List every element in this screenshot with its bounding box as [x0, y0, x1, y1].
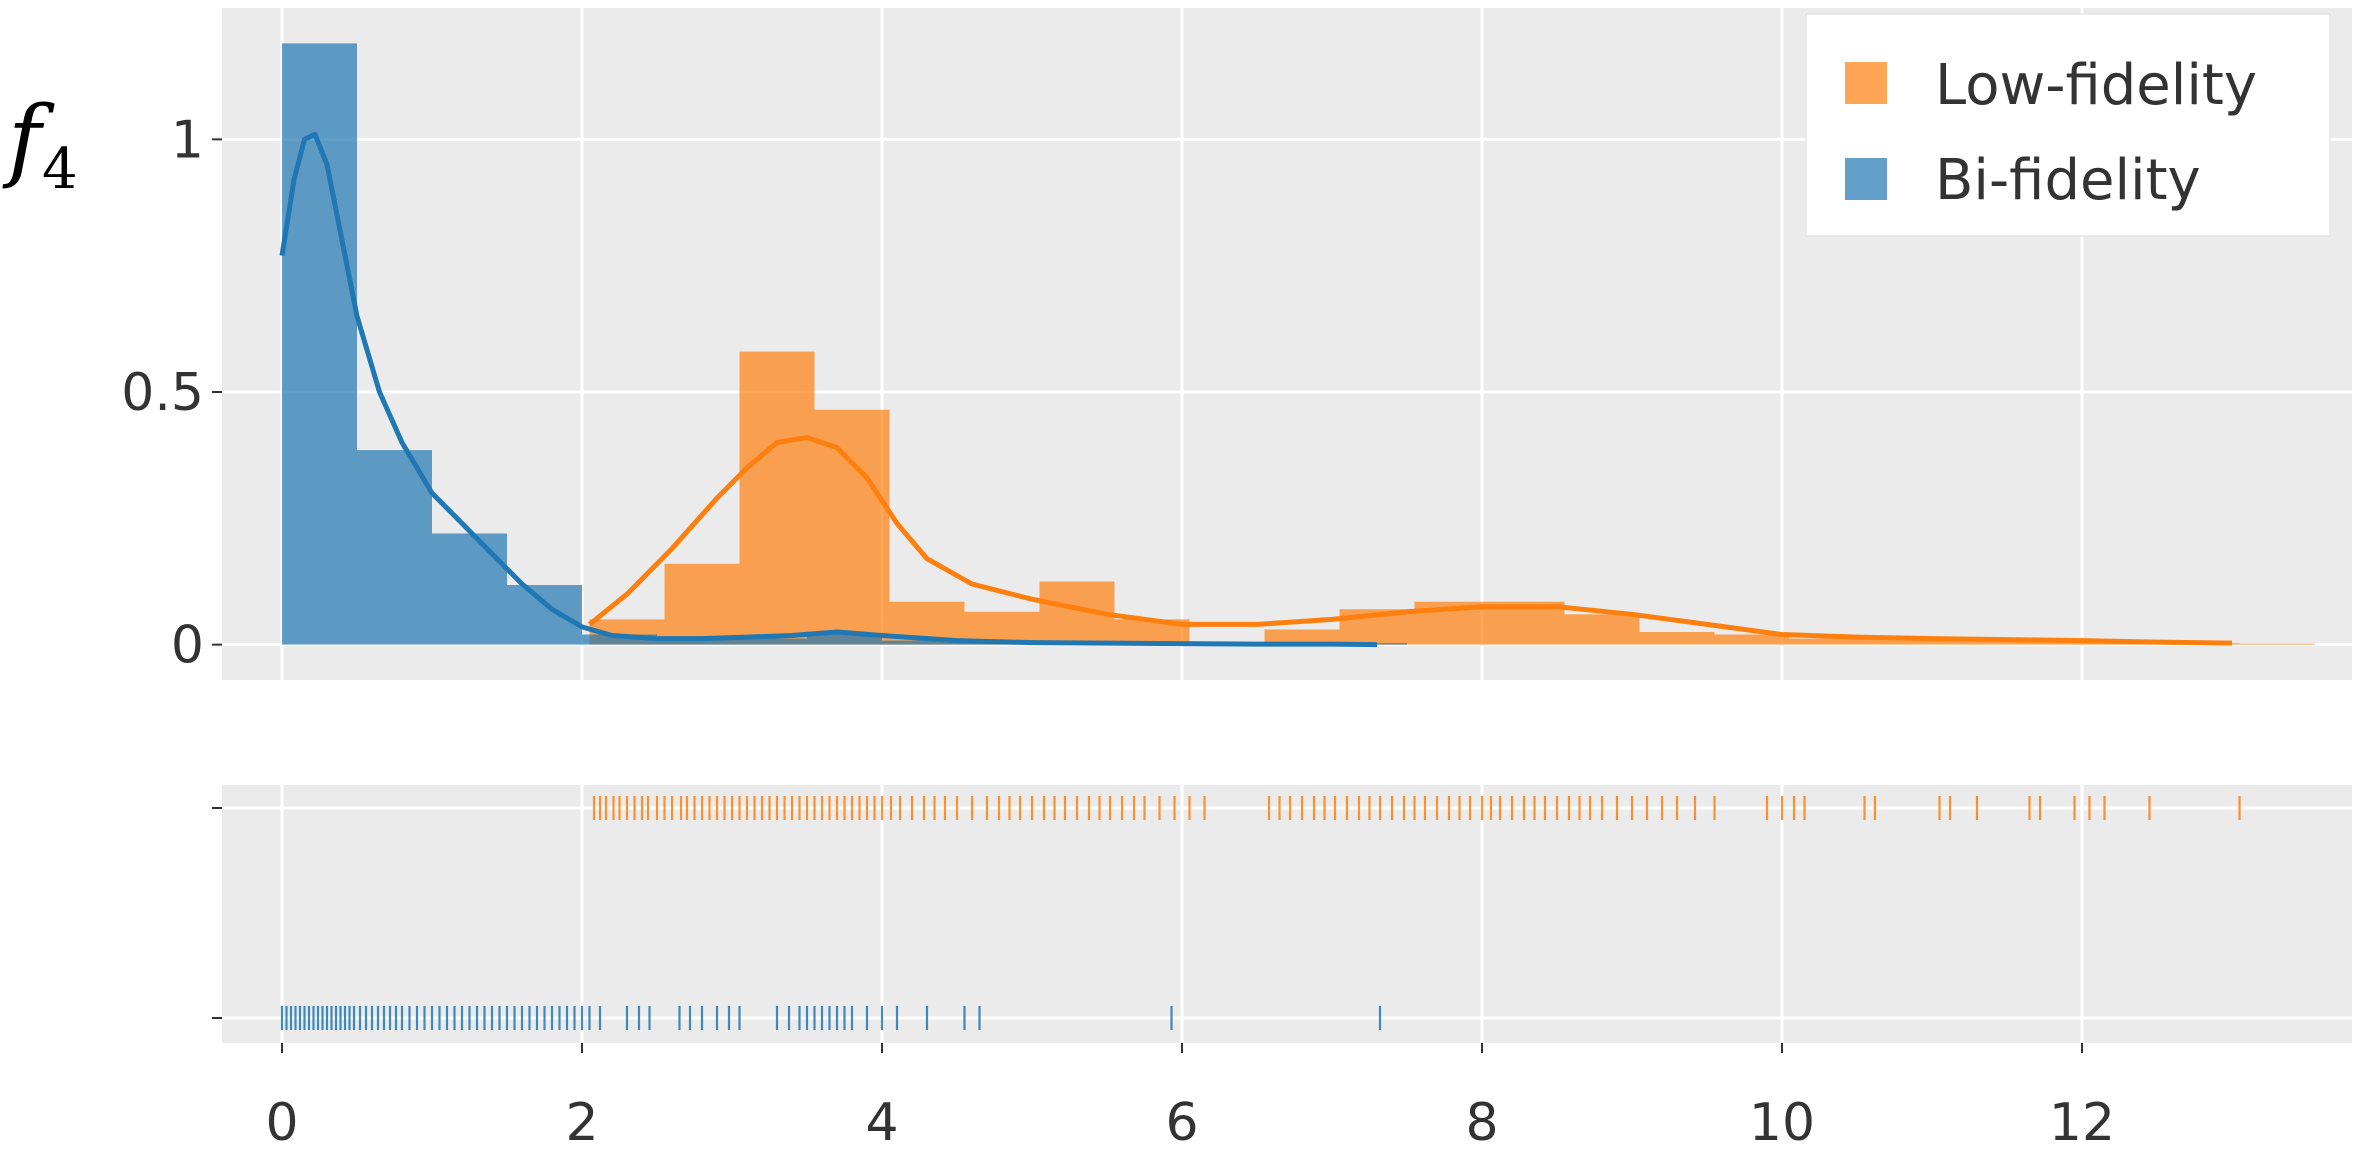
legend-swatch-low-fidelity	[1845, 62, 1887, 104]
histogram-bar-low-fidelity	[1639, 632, 1715, 645]
rug-marks	[280, 796, 2241, 1030]
y-tick-label: 1	[171, 110, 204, 170]
histogram-bar-bi-fidelity	[807, 634, 882, 645]
histogram-bar-low-fidelity	[1264, 629, 1340, 645]
histogram-bar-low-fidelity	[2014, 641, 2090, 645]
x-tick-label: 8	[1465, 1093, 1498, 1153]
x-tick-label: 4	[865, 1093, 898, 1153]
kde-line-low-fidelity	[587, 435, 2233, 646]
rug-plot-area	[222, 785, 2352, 1043]
histogram-bar-bi-fidelity	[282, 43, 357, 645]
y-axis-label-subscript: 4	[42, 137, 78, 202]
legend-box	[1805, 13, 2331, 237]
y-tick-label: 0.5	[121, 363, 204, 423]
x-tick-label: 12	[2049, 1093, 2115, 1153]
histogram-bar-low-fidelity	[1789, 638, 1865, 645]
histogram-bar-low-fidelity	[2239, 643, 2315, 645]
legend-label-low-fidelity: Low-fidelity	[1935, 53, 2257, 118]
histogram-bar-bi-fidelity	[432, 533, 507, 645]
x-ticks: 0 2 4 6 8 10 12	[265, 1043, 2115, 1153]
histogram-bar-bi-fidelity	[357, 450, 432, 645]
x-tick-label: 2	[565, 1093, 598, 1153]
histogram-bar-low-fidelity	[814, 409, 890, 645]
histogram-bar-bi-fidelity	[732, 638, 807, 645]
kde-line-bi-fidelity	[279, 131, 1378, 648]
histogram-bar-low-fidelity	[739, 351, 815, 645]
histogram-bar-low-fidelity	[1564, 614, 1640, 645]
y-tick-label: 0	[171, 616, 204, 676]
histogram-bar-bi-fidelity	[657, 639, 732, 645]
x-tick-label: 10	[1749, 1093, 1815, 1153]
histogram-bar-bi-fidelity	[507, 585, 582, 645]
histogram-bar-low-fidelity	[1714, 634, 1790, 645]
legend-swatch-bi-fidelity	[1845, 158, 1887, 200]
rug-grid	[222, 785, 2352, 1043]
histogram-bar-bi-fidelity	[882, 640, 957, 645]
x-tick-label: 0	[265, 1093, 298, 1153]
kde-curves	[279, 131, 2233, 648]
histogram-bar-bi-fidelity	[582, 634, 657, 645]
legend: Low-fidelity Bi-fidelity	[1805, 13, 2331, 237]
legend-label-bi-fidelity: Bi-fidelity	[1935, 148, 2201, 213]
histogram-bar-low-fidelity	[1939, 640, 2015, 645]
y-ticks: 00.51	[121, 110, 222, 1019]
x-tick-label: 6	[1165, 1093, 1198, 1153]
histogram-bar-low-fidelity	[664, 563, 740, 645]
histogram-bar-low-fidelity	[1864, 639, 1940, 645]
